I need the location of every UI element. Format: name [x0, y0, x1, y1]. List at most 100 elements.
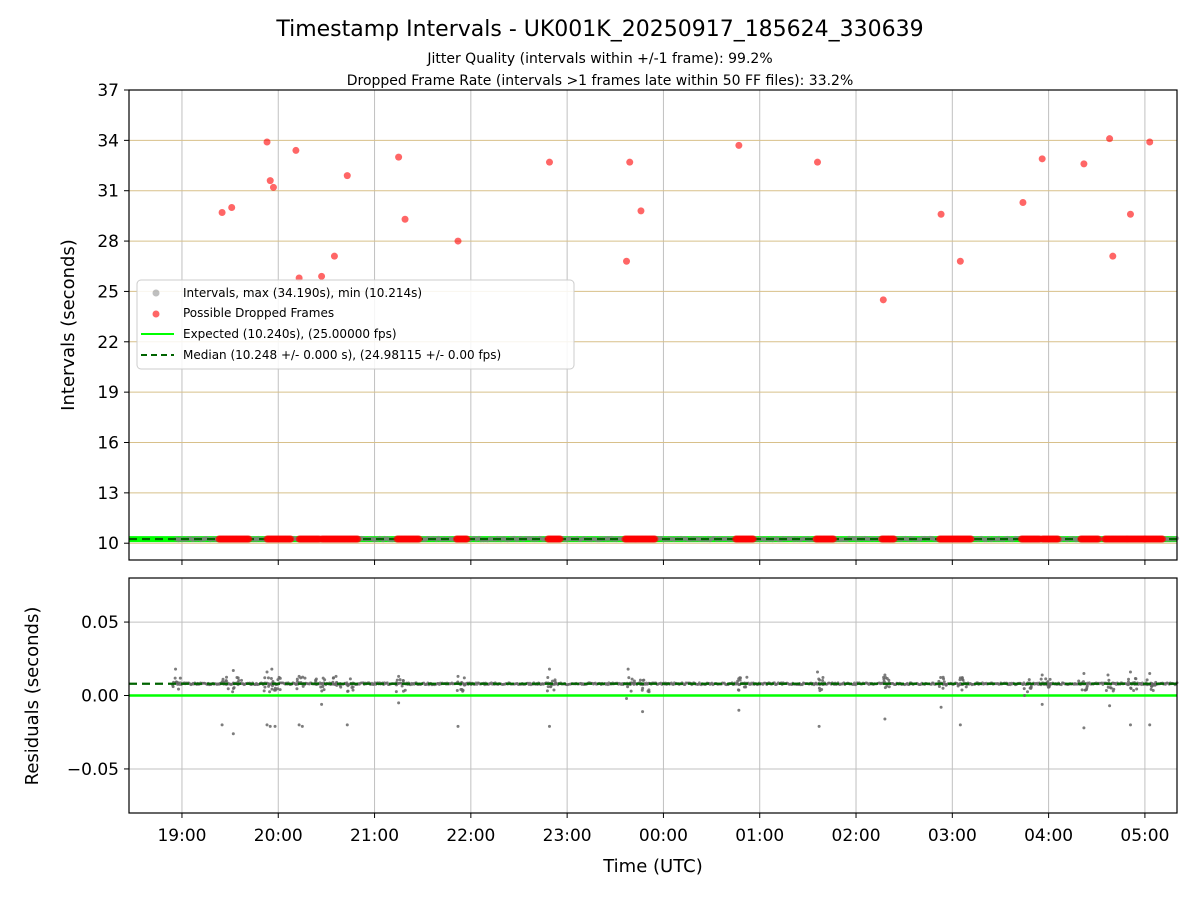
intervals-y-tick-label: 28: [97, 232, 119, 252]
residual-point: [332, 682, 336, 686]
intervals-data: [129, 135, 1180, 543]
residual-point: [821, 676, 825, 680]
residual-point: [456, 674, 460, 678]
residual-point: [630, 677, 634, 681]
residual-point: [1080, 688, 1084, 692]
intervals-y-tick-label: 13: [97, 484, 119, 504]
dropped-frame-point: [623, 257, 631, 265]
residual-point: [745, 675, 749, 679]
residual-point: [273, 688, 277, 692]
residual-point: [295, 677, 299, 681]
intervals-y-tick-label: 37: [97, 81, 119, 101]
dropped-frame-point: [890, 535, 898, 543]
residual-point: [266, 676, 270, 680]
residual-point: [1128, 670, 1132, 674]
legend-intervals-label: Intervals, max (34.190s), min (10.214s): [183, 286, 422, 300]
residual-point: [240, 678, 244, 682]
intervals-x-grid: [181, 90, 1146, 560]
residual-point: [1082, 671, 1086, 675]
residual-point: [1082, 726, 1086, 730]
residual-point: [398, 678, 402, 682]
residual-point: [267, 684, 271, 688]
residual-point: [638, 678, 642, 682]
residual-point: [1126, 680, 1130, 684]
residual-point: [320, 689, 324, 693]
intervals-y-tick-label: 22: [97, 333, 119, 353]
x-tick-label: 23:00: [543, 826, 592, 846]
residual-point: [235, 675, 239, 679]
dropped-frame-point: [395, 153, 403, 161]
intervals-axes-frame: [128, 89, 1178, 561]
residual-point: [958, 723, 962, 727]
dropped-frame-point: [266, 177, 274, 185]
dropped-frame-point: [1126, 210, 1134, 218]
residual-point: [1106, 685, 1110, 689]
residual-point: [321, 685, 325, 689]
residual-point: [647, 688, 651, 692]
residual-point: [1132, 688, 1136, 692]
residual-point: [883, 717, 887, 721]
legend-intervals-marker: [152, 289, 160, 297]
residual-point: [400, 684, 404, 688]
residual-point: [351, 688, 355, 692]
residual-point: [738, 676, 742, 680]
residual-point: [641, 686, 645, 690]
residual-point: [321, 676, 325, 680]
residual-point: [1048, 677, 1052, 681]
residual-point: [297, 723, 301, 727]
dropped-frame-point: [1094, 535, 1102, 543]
residual-point: [546, 675, 550, 679]
residual-point: [937, 679, 941, 683]
residual-point: [547, 724, 551, 728]
residual-point: [1040, 702, 1044, 706]
chart-title: Timestamp Intervals - UK001K_20250917_18…: [275, 17, 923, 42]
dropped-frame-point: [415, 535, 423, 543]
residual-point: [265, 670, 269, 674]
residual-point: [1025, 690, 1029, 694]
residual-point: [816, 670, 820, 674]
x-tick-label: 03:00: [928, 826, 977, 846]
residual-point: [627, 676, 631, 680]
residual-point: [641, 678, 645, 682]
residual-point: [1029, 685, 1033, 689]
residual-point: [1109, 686, 1113, 690]
residual-point: [818, 689, 822, 693]
intervals-x-ticks: [181, 560, 1146, 565]
residual-point: [1047, 684, 1051, 688]
dropped-frame-point: [1106, 135, 1114, 143]
intervals-y-ticks: 10 13 16 19 22 25 28 31 34 37: [97, 81, 129, 554]
residual-point: [1148, 671, 1152, 675]
residual-point: [641, 710, 645, 714]
dropped-frame-point: [1019, 198, 1027, 206]
residual-point: [1040, 673, 1044, 677]
residual-point: [626, 685, 630, 689]
residual-point: [1148, 723, 1152, 727]
residual-point: [1145, 678, 1149, 682]
dropped-frame-point: [330, 252, 338, 260]
residual-point: [1106, 673, 1110, 677]
residual-point: [1104, 689, 1108, 693]
residual-point: [1135, 687, 1139, 691]
residual-point: [345, 723, 349, 727]
residual-point: [221, 677, 225, 681]
dropped-frame-point: [956, 257, 964, 265]
residual-point: [225, 675, 229, 679]
dropped-frame-point: [1054, 535, 1062, 543]
intervals-y-tick-label: 10: [97, 534, 119, 554]
residual-point: [632, 679, 636, 683]
residual-point: [1085, 688, 1089, 692]
residual-point: [178, 676, 182, 680]
dropped-frame-point: [263, 138, 271, 146]
x-axis-label: Time (UTC): [602, 856, 703, 877]
residual-point: [278, 676, 282, 680]
residual-point: [738, 678, 742, 682]
residual-point: [818, 678, 822, 682]
residual-point: [736, 679, 740, 683]
residual-point: [174, 667, 178, 671]
residual-point: [269, 676, 273, 680]
residual-point: [1046, 680, 1050, 684]
residual-point: [303, 676, 307, 680]
dropped-frame-point: [318, 272, 326, 280]
x-tick-label: 02:00: [832, 826, 881, 846]
intervals-y-tick-label: 31: [97, 182, 119, 202]
